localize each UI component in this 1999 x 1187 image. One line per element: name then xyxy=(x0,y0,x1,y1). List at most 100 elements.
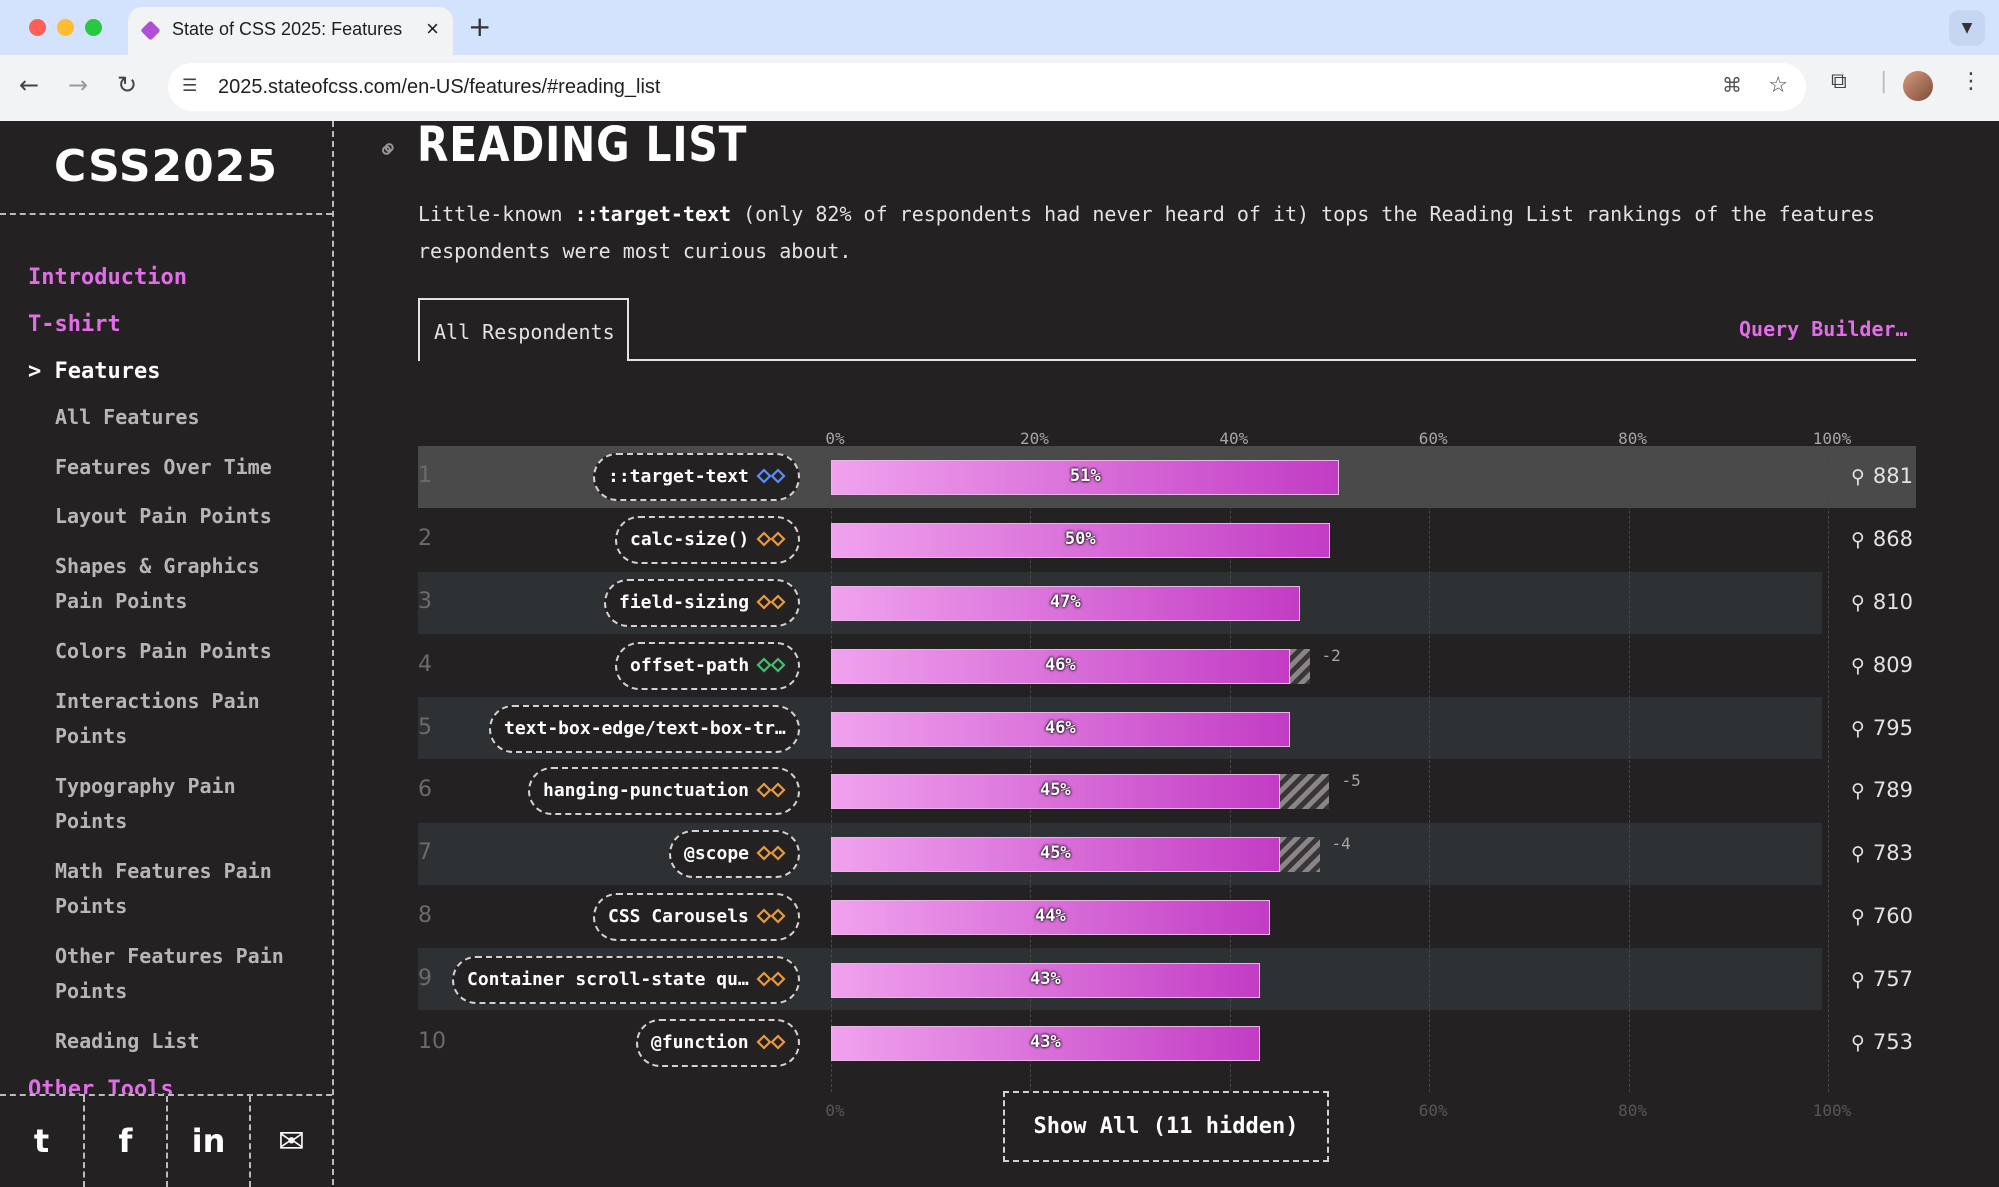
baseline-status-icon xyxy=(756,782,786,798)
percentage-label: 47% xyxy=(1049,592,1081,612)
sidebar-subitem-typography[interactable]: Typography Pain Points xyxy=(55,774,236,833)
percentage-bar: 51% xyxy=(831,460,1340,496)
percentage-label: 45% xyxy=(1039,843,1071,864)
email-icon[interactable]: ✉ xyxy=(249,1096,332,1187)
back-arrow-icon[interactable]: ← xyxy=(19,71,40,99)
feature-pill[interactable]: field-sizing xyxy=(604,579,801,627)
extensions-puzzle-icon[interactable]: ⧉ xyxy=(1831,69,1847,94)
respondent-count-value: 760 xyxy=(1872,904,1914,928)
axis-tick-label-top: 0% xyxy=(825,429,845,448)
url-text[interactable]: 2025.stateofcss.com/en-US/features/#read… xyxy=(218,76,661,98)
feature-name: Container scroll-state qu… xyxy=(467,968,749,990)
percentage-bar: 43% xyxy=(831,1025,1260,1061)
percentage-label: 44% xyxy=(1034,906,1066,926)
close-tab-icon[interactable]: × xyxy=(426,16,439,41)
percentage-bar: 47% xyxy=(831,586,1300,621)
translate-icon[interactable]: ⌘ xyxy=(1722,73,1742,97)
percentage-bar: 45% xyxy=(831,774,1280,810)
baseline-status-icon xyxy=(756,594,786,610)
sidebar-subitem-reading-list[interactable]: Reading List xyxy=(55,1029,200,1053)
close-window-button[interactable] xyxy=(29,19,46,36)
facebook-icon[interactable]: f xyxy=(83,1096,166,1187)
grid-line xyxy=(1429,451,1431,1092)
tab-all-respondents[interactable]: All Respondents xyxy=(418,298,629,361)
rank-number: 10 xyxy=(418,1028,446,1054)
delta-label: -2 xyxy=(1321,645,1341,665)
browser-menu-icon[interactable]: ⋮ xyxy=(1960,69,1982,94)
grid-line xyxy=(1030,451,1032,1092)
feature-pill[interactable]: hanging-punctuation xyxy=(528,767,800,816)
respondent-count: ⚲ 789 xyxy=(1851,778,1913,802)
linkedin-icon[interactable]: in xyxy=(166,1096,249,1187)
sidebar-subitem-shapes-graphics[interactable]: Shapes & Graphics Pain Points xyxy=(55,554,260,613)
sidebar-subitem-features-over-time[interactable]: Features Over Time xyxy=(55,455,272,479)
profile-avatar[interactable] xyxy=(1903,71,1933,101)
respondent-count: ⚲ 881 xyxy=(1851,464,1913,488)
site-logo[interactable]: CSS2025 xyxy=(0,121,332,215)
rank-number: 1 xyxy=(418,463,432,489)
social-share-bar: t f in ✉ xyxy=(0,1094,332,1187)
sidebar-item-introduction[interactable]: Introduction xyxy=(28,265,187,290)
rank-number: 5 xyxy=(418,714,432,740)
person-icon: ⚲ xyxy=(1851,1031,1865,1054)
new-tab-plus-icon[interactable]: + xyxy=(468,10,492,43)
percentage-bar: 44% xyxy=(831,900,1270,935)
person-icon: ⚲ xyxy=(1851,906,1865,928)
sidebar-subitem-interactions[interactable]: Interactions Pain Points xyxy=(55,689,260,748)
address-bar[interactable]: ☰ 2025.stateofcss.com/en-US/features/#re… xyxy=(168,63,1806,111)
anchor-link-icon[interactable]: ⚭ xyxy=(370,131,408,169)
grid-line xyxy=(1229,451,1231,1092)
respondent-count: ⚲ 753 xyxy=(1851,1030,1913,1054)
baseline-status-icon xyxy=(756,971,786,987)
feature-pill[interactable]: @scope xyxy=(669,830,801,879)
previous-value-hatch xyxy=(1279,774,1330,810)
feature-pill[interactable]: CSS Carousels xyxy=(593,893,800,941)
sidebar-subitem-math-features[interactable]: Math Features Pain Points xyxy=(55,859,272,918)
baseline-status-icon xyxy=(756,531,786,547)
percentage-label: 43% xyxy=(1029,968,1061,989)
reload-icon[interactable]: ↻ xyxy=(117,71,138,99)
respondent-count: ⚲ 810 xyxy=(1851,590,1913,614)
forward-arrow-icon[interactable]: → xyxy=(68,71,89,99)
feature-name: CSS Carousels xyxy=(608,906,749,927)
feature-pill[interactable]: @function xyxy=(636,1018,800,1067)
sidebar-subitem-layout-pain-points[interactable]: Layout Pain Points xyxy=(55,504,272,528)
feature-pill[interactable]: offset-path xyxy=(615,641,801,690)
description-code: ::target-text xyxy=(574,202,732,226)
baseline-status-icon xyxy=(756,845,786,861)
twitter-icon[interactable]: t xyxy=(33,1122,50,1160)
percentage-bar: 45% xyxy=(831,837,1280,873)
sidebar-subitem-all-features[interactable]: All Features xyxy=(55,405,200,429)
person-icon: ⚲ xyxy=(1851,654,1865,677)
delta-label: -4 xyxy=(1331,834,1351,854)
percentage-label: 46% xyxy=(1044,717,1076,738)
sidebar-item-features[interactable]: > Features xyxy=(28,359,160,384)
respondent-count: ⚲ 809 xyxy=(1851,653,1913,677)
sidebar-item-other-tools[interactable]: Other Tools xyxy=(28,1077,174,1094)
toolbar-divider: | xyxy=(1880,69,1888,94)
browser-tab-active[interactable]: State of CSS 2025: Features × xyxy=(128,7,453,55)
minimize-window-button[interactable] xyxy=(57,19,74,36)
browser-toolbar: ← → ↻ ☰ 2025.stateofcss.com/en-US/featur… xyxy=(0,55,1999,121)
site-settings-icon[interactable]: ☰ xyxy=(182,76,198,96)
feature-pill[interactable]: ::target-text xyxy=(593,453,800,502)
tab-title: State of CSS 2025: Features xyxy=(172,19,403,39)
bookmark-star-icon[interactable]: ☆ xyxy=(1768,73,1788,98)
maximize-window-button[interactable] xyxy=(85,19,102,36)
sidebar-subitem-colors-pain-points[interactable]: Colors Pain Points xyxy=(55,639,272,663)
tab-strip: State of CSS 2025: Features × + ▼ xyxy=(0,0,1999,55)
feature-pill[interactable]: Container scroll-state qu… xyxy=(452,955,800,1004)
sidebar-subitem-other-features[interactable]: Other Features Pain Points xyxy=(55,944,284,1003)
section-title: READING LIST xyxy=(417,117,748,173)
show-all-button[interactable]: Show All (11 hidden) xyxy=(1003,1091,1329,1162)
tab-search-chevron-icon[interactable]: ▼ xyxy=(1949,10,1985,46)
description-text: Little-known xyxy=(418,202,575,226)
percentage-label: 46% xyxy=(1044,654,1076,675)
rank-number: 8 xyxy=(418,903,432,928)
respondent-count: ⚲ 868 xyxy=(1851,527,1913,551)
query-builder-link[interactable]: Query Builder… xyxy=(1739,317,1908,341)
axis-tick-label-bottom: 0% xyxy=(825,1101,845,1120)
sidebar-item-tshirt[interactable]: T-shirt xyxy=(28,312,121,337)
feature-pill[interactable]: text-box-edge/text-box-tr… xyxy=(489,704,800,753)
feature-pill[interactable]: calc-size() xyxy=(615,516,801,565)
